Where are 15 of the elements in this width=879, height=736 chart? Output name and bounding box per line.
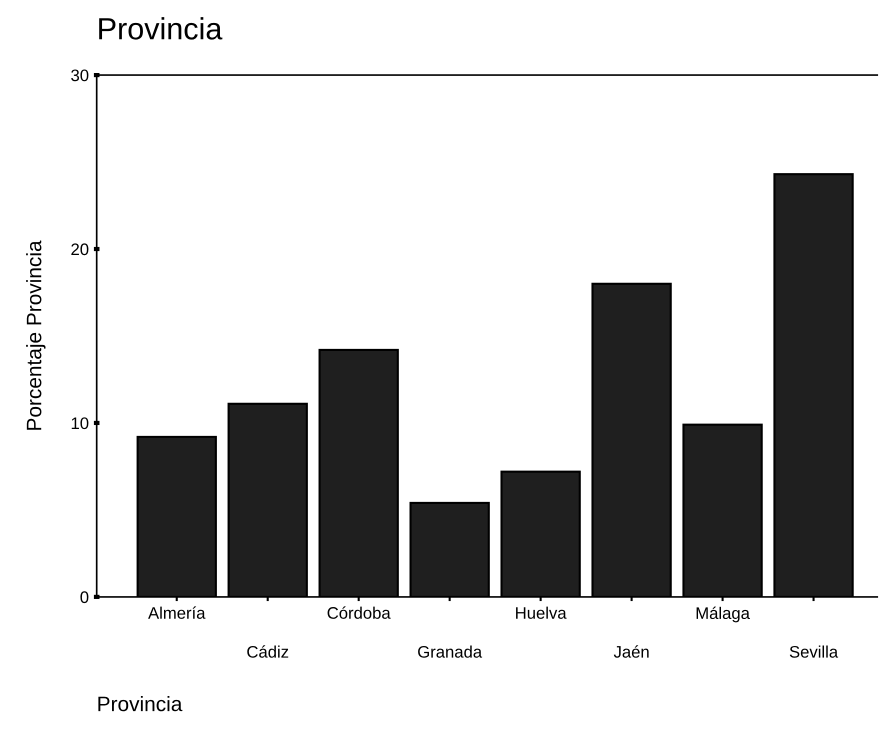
y-axis-title: Porcentaje Provincia [26, 240, 46, 430]
y-tick-label: 30 [71, 69, 88, 82]
x-tick-label: Sevilla [790, 646, 838, 658]
y-tick-label: 0 [80, 591, 88, 604]
x-tick-label: Granada [418, 646, 482, 658]
x-tick-label: Cádiz [247, 645, 288, 658]
x-tick-label: Málaga [696, 606, 750, 622]
x-tick-label: Jaén [614, 645, 649, 658]
x-tick-label: Almería [148, 606, 206, 619]
x-axis-title: Provincia [98, 696, 182, 712]
chart-title: Provincia [99, 17, 222, 40]
x-tick-label: Córdoba [328, 606, 391, 619]
x-tick-label: Huelva [516, 606, 567, 619]
y-tick-label: 10 [72, 417, 88, 430]
y-tick-label: 20 [71, 243, 88, 256]
